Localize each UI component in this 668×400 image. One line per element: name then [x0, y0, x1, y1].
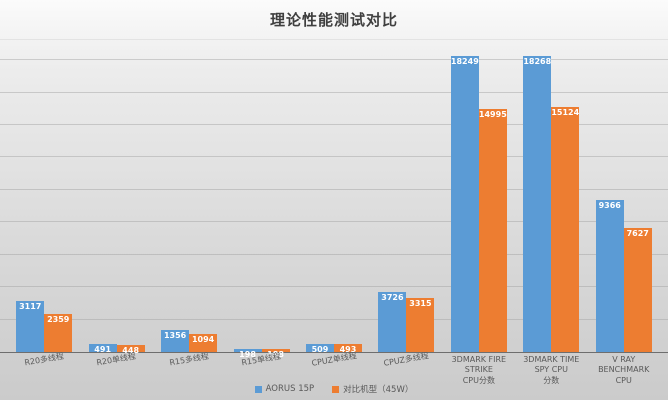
bar-group: 18249 14995 — [443, 44, 515, 352]
bar: 188 — [261, 348, 290, 359]
bar-value-label: 9366 — [598, 201, 621, 211]
legend-swatch — [332, 385, 340, 393]
gridline — [0, 253, 668, 255]
bar-value-label: 1094 — [191, 335, 215, 345]
bar-value-label: 491 — [94, 345, 112, 355]
bar-group: 3117 2359 — [8, 44, 80, 352]
bar: 1094 — [189, 334, 218, 352]
bar-value-label: 18249 — [450, 57, 479, 67]
bar: 493 — [333, 344, 362, 355]
gridline — [0, 221, 668, 223]
bar-group: 3726 3315 — [370, 44, 442, 352]
gridline — [0, 91, 668, 93]
bar-value-label: 188 — [267, 349, 284, 359]
plot-area: 3117 2359 491 448 1356 1094 198 188 509 493 3726 33… — [0, 44, 668, 359]
bar-value-label: 509 — [311, 344, 329, 354]
bar: 3726 — [378, 291, 407, 352]
bar-group: 198 188 — [225, 44, 297, 359]
gridline — [0, 124, 668, 126]
bar-value-label: 3117 — [19, 302, 42, 312]
category-label: 3DMARK TIME SPY CPU 分数 — [523, 355, 580, 385]
bar-value-label: 1356 — [163, 331, 187, 341]
bar-value-label: 448 — [122, 345, 140, 355]
category-label: V RAY BENCHMARK CPU — [598, 355, 650, 385]
bar: 3117 — [16, 301, 45, 352]
gridline — [0, 156, 668, 158]
legend-swatch — [254, 385, 262, 393]
bar-value-label: 3315 — [409, 299, 432, 309]
bar-group: 18268 15124 — [515, 44, 587, 352]
bar: 1356 — [161, 330, 190, 352]
legend-item: AORUS 15P — [254, 384, 315, 394]
bar: 18268 — [523, 55, 552, 352]
bar-group: 9366 7627 — [588, 44, 660, 352]
legend-item: 对比机型（45W） — [332, 383, 413, 395]
bar: 509 — [305, 343, 334, 354]
category-label: 3DMARK FIRE STRIKE CPU分数 — [451, 355, 507, 385]
bar-value-label: 493 — [339, 345, 357, 355]
title-divider — [0, 39, 668, 40]
bar-value-label: 18268 — [523, 56, 552, 66]
legend: AORUS 15P 对比机型（45W） — [0, 383, 668, 395]
bar-value-label: 198 — [239, 349, 256, 359]
bar: 15124 — [551, 106, 580, 352]
bar-groups: 3117 2359 491 448 1356 1094 198 188 509 493 3726 33… — [8, 44, 660, 359]
bar: 198 — [233, 348, 262, 359]
chart-title: 理论性能测试对比 — [269, 11, 398, 29]
bar-value-label: 14995 — [478, 109, 507, 119]
bar: 7627 — [623, 228, 652, 352]
gridline — [0, 188, 668, 190]
bar: 14995 — [478, 108, 507, 352]
x-axis-line — [0, 352, 668, 353]
category-axis: R20多线程 R20单线程 R15多线程 R15单线程 CPUZ单线程 CPUZ多线程 3D… — [8, 351, 660, 385]
bar-value-label: 3726 — [381, 292, 404, 302]
gridline — [0, 318, 668, 320]
bar: 2359 — [44, 313, 73, 352]
legend-label: AORUS 15P — [265, 384, 315, 394]
bar-group: 491 448 — [80, 44, 152, 355]
bar-value-label: 2359 — [47, 314, 70, 324]
bar: 18249 — [450, 56, 479, 352]
bar-value-label: 15124 — [551, 107, 580, 117]
legend-label: 对比机型（45W） — [343, 385, 414, 395]
bar: 9366 — [595, 200, 624, 352]
bar-value-label: 7627 — [626, 229, 649, 239]
bar-group: 509 493 — [298, 44, 370, 355]
bar: 491 — [88, 344, 117, 355]
bar: 448 — [116, 344, 145, 355]
bar: 3315 — [406, 298, 435, 352]
gridline — [0, 59, 668, 61]
gridline — [0, 286, 668, 288]
bar-group: 1356 1094 — [153, 44, 225, 352]
